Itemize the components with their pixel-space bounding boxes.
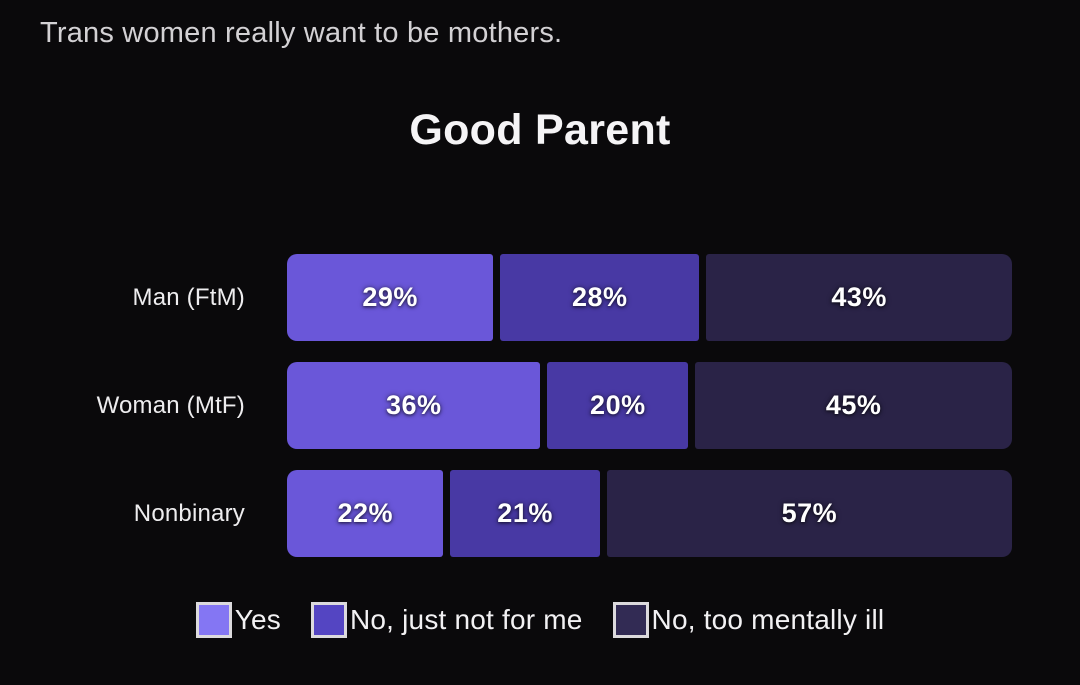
- bar-segment-value: 43%: [831, 282, 887, 312]
- stacked-bar: 22% 21% 57%: [287, 470, 1012, 557]
- bar-segment: 29%: [287, 254, 494, 341]
- legend-swatch: [195, 602, 232, 638]
- category-label: Woman (MtF): [96, 391, 245, 419]
- legend-item: No, too mentally ill: [612, 602, 885, 638]
- legend-label: Yes: [234, 604, 281, 635]
- bar-segment-value: 29%: [362, 282, 418, 312]
- bar-segment: 20%: [547, 362, 689, 449]
- stacked-bar: 36% 20% 45%: [287, 362, 1012, 449]
- bar-segment: 57%: [606, 470, 1012, 557]
- bar-segment-value: 22%: [337, 498, 393, 528]
- legend-item: No, just not for me: [310, 602, 583, 638]
- legend-label: No, too mentally ill: [651, 604, 885, 635]
- bar-segment: 28%: [500, 254, 700, 341]
- legend-item: Yes: [195, 602, 281, 638]
- chart-rows: Man (FtM) 29% 28% 43% Woman (MtF) 36% 20% 45% No…: [0, 254, 1080, 578]
- bar-segment-value: 20%: [590, 390, 646, 420]
- chart-legend: Yes No, just not for me No, too mentally i…: [0, 602, 1080, 638]
- legend-swatch: [612, 602, 649, 638]
- legend-swatch: [310, 602, 347, 638]
- bar-segment: 22%: [287, 470, 444, 557]
- bar-segment: 45%: [695, 362, 1012, 449]
- bar-segment-value: 28%: [571, 282, 628, 312]
- poll-top-note: Trans women really want to be mothers.: [40, 17, 563, 49]
- category-label: Man (FtM): [132, 283, 245, 311]
- legend-label: No, just not for me: [349, 604, 583, 635]
- chart-row: Man (FtM) 29% 28% 43%: [0, 254, 1080, 341]
- bar-segment-value: 45%: [825, 390, 882, 420]
- bar-segment-value: 57%: [781, 498, 838, 528]
- stacked-bar: 29% 28% 43%: [287, 254, 1012, 341]
- bar-segment: 21%: [450, 470, 600, 557]
- chart-row: Nonbinary 22% 21% 57%: [0, 470, 1080, 557]
- chart-row: Woman (MtF) 36% 20% 45%: [0, 362, 1080, 449]
- bar-segment: 43%: [706, 254, 1012, 341]
- bar-segment-value: 36%: [385, 390, 442, 420]
- bar-segment: 36%: [287, 362, 541, 449]
- chart-title: Good Parent: [409, 106, 671, 154]
- bar-segment-value: 21%: [497, 498, 553, 528]
- category-label: Nonbinary: [133, 499, 245, 527]
